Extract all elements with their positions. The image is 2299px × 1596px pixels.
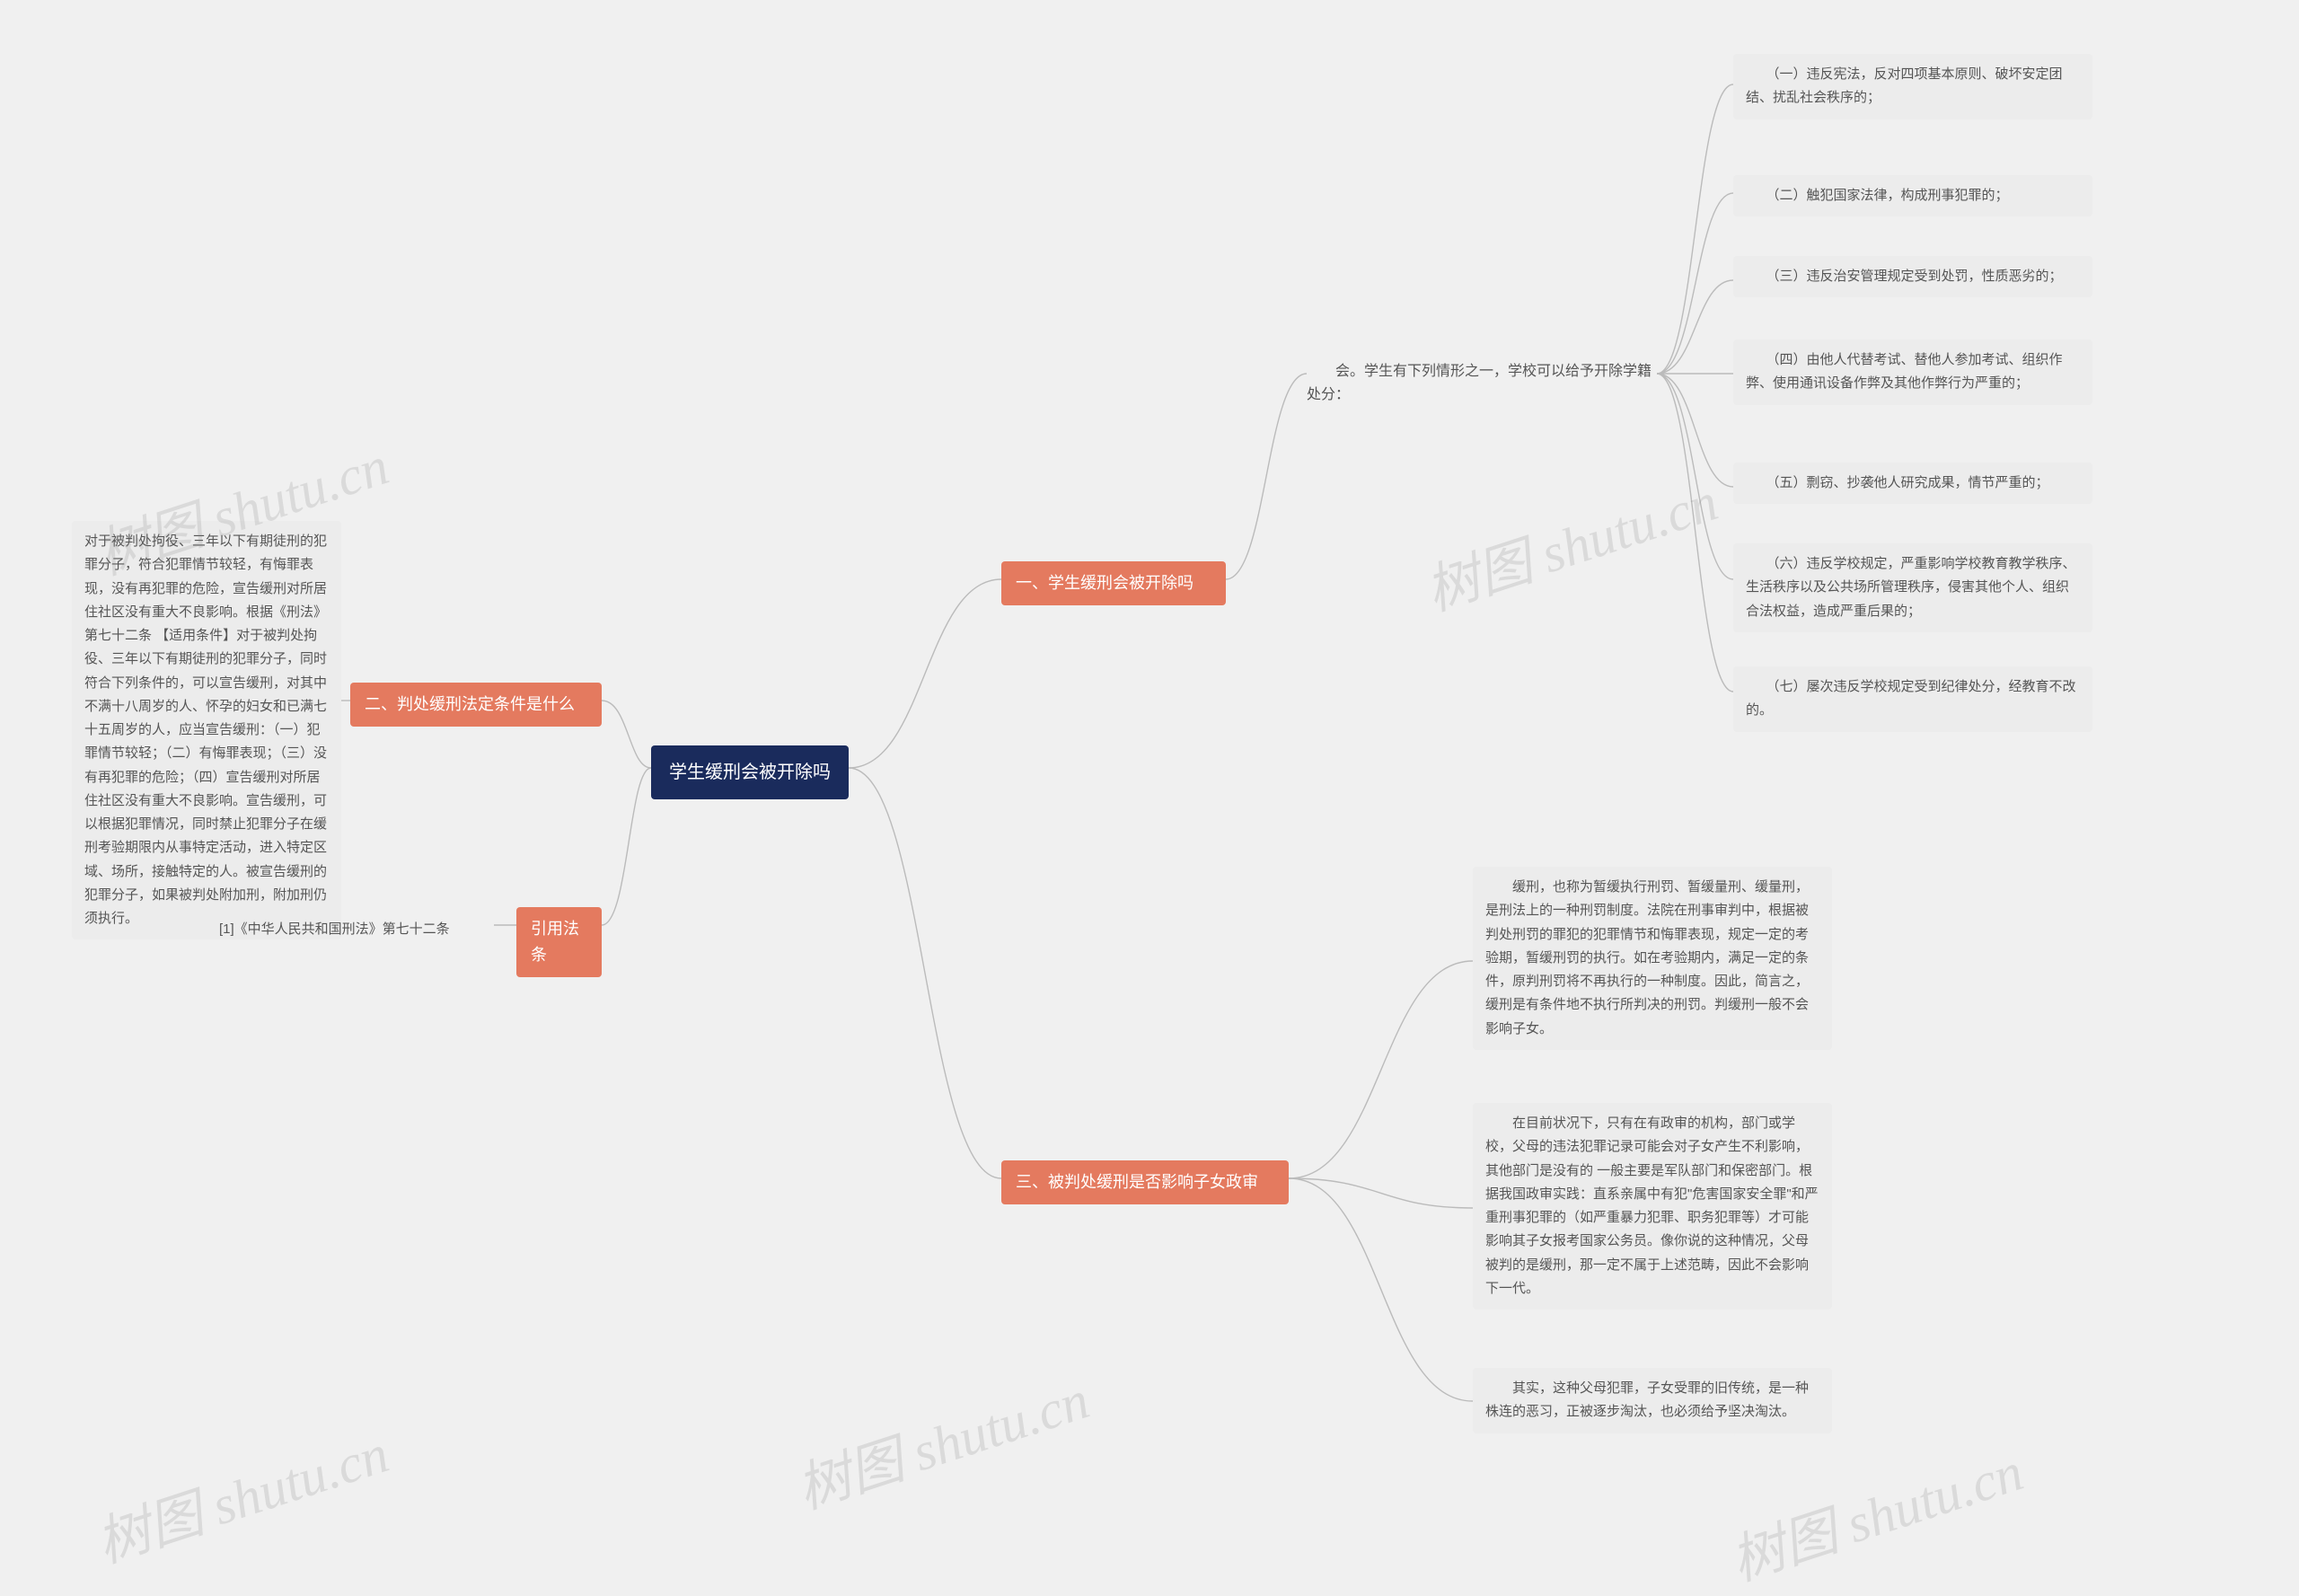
branch-1-leaf-0: （一）违反宪法，反对四项基本原则、破坏安定团结、扰乱社会秩序的； bbox=[1733, 54, 2092, 119]
root-node[interactable]: 学生缓刑会被开除吗 bbox=[651, 745, 849, 799]
branch-4-leaf: [1]《中华人民共和国刑法》第七十二条 bbox=[207, 909, 494, 950]
branch-1-leaf-3: （四）由他人代替考试、替他人参加考试、组织作弊、使用通讯设备作弊及其他作弊行为严… bbox=[1733, 339, 2092, 405]
branch-2-leaf: 对于被判处拘役、三年以下有期徒刑的犯罪分子，符合犯罪情节较轻，有悔罪表现，没有再… bbox=[72, 521, 341, 939]
watermark: 树图 shutu.cn bbox=[786, 1356, 1097, 1524]
branch-3[interactable]: 三、被判处缓刑是否影响子女政审 bbox=[1001, 1160, 1289, 1204]
branch-1-sub: 会。学生有下列情形之一，学校可以给予开除学籍处分： bbox=[1307, 353, 1657, 413]
branch-2[interactable]: 二、判处缓刑法定条件是什么 bbox=[350, 683, 602, 727]
branch-1-leaf-4: （五）剽窃、抄袭他人研究成果，情节严重的； bbox=[1733, 463, 2092, 504]
branch-4[interactable]: 引用法条 bbox=[516, 907, 602, 977]
connectors bbox=[0, 0, 2299, 1527]
branch-1-leaf-6: （七）屡次违反学校规定受到纪律处分，经教育不改的。 bbox=[1733, 666, 2092, 732]
branch-3-leaf-2: 其实，这种父母犯罪，子女受罪的旧传统，是一种株连的恶习，正被逐步淘汰，也必须给予… bbox=[1473, 1368, 1832, 1433]
watermark: 树图 shutu.cn bbox=[1720, 1428, 2031, 1596]
branch-3-leaf-1: 在目前状况下，只有在有政审的机构，部门或学校，父母的违法犯罪记录可能会对子女产生… bbox=[1473, 1103, 1832, 1309]
branch-1[interactable]: 一、学生缓刑会被开除吗 bbox=[1001, 561, 1226, 605]
branch-1-leaf-2: （三）违反治安管理规定受到处罚，性质恶劣的； bbox=[1733, 256, 2092, 297]
branch-1-leaf-1: （二）触犯国家法律，构成刑事犯罪的； bbox=[1733, 175, 2092, 216]
branch-1-leaf-5: （六）违反学校规定，严重影响学校教育教学秩序、生活秩序以及公共场所管理秩序，侵害… bbox=[1733, 543, 2092, 632]
watermark: 树图 shutu.cn bbox=[1414, 458, 1726, 626]
watermark: 树图 shutu.cn bbox=[85, 1410, 397, 1578]
mindmap-canvas: 学生缓刑会被开除吗 一、学生缓刑会被开除吗 会。学生有下列情形之一，学校可以给予… bbox=[0, 0, 2299, 1527]
branch-3-leaf-0: 缓刑，也称为暂缓执行刑罚、暂缓量刑、缓量刑，是刑法上的一种刑罚制度。法院在刑事审… bbox=[1473, 867, 1832, 1050]
